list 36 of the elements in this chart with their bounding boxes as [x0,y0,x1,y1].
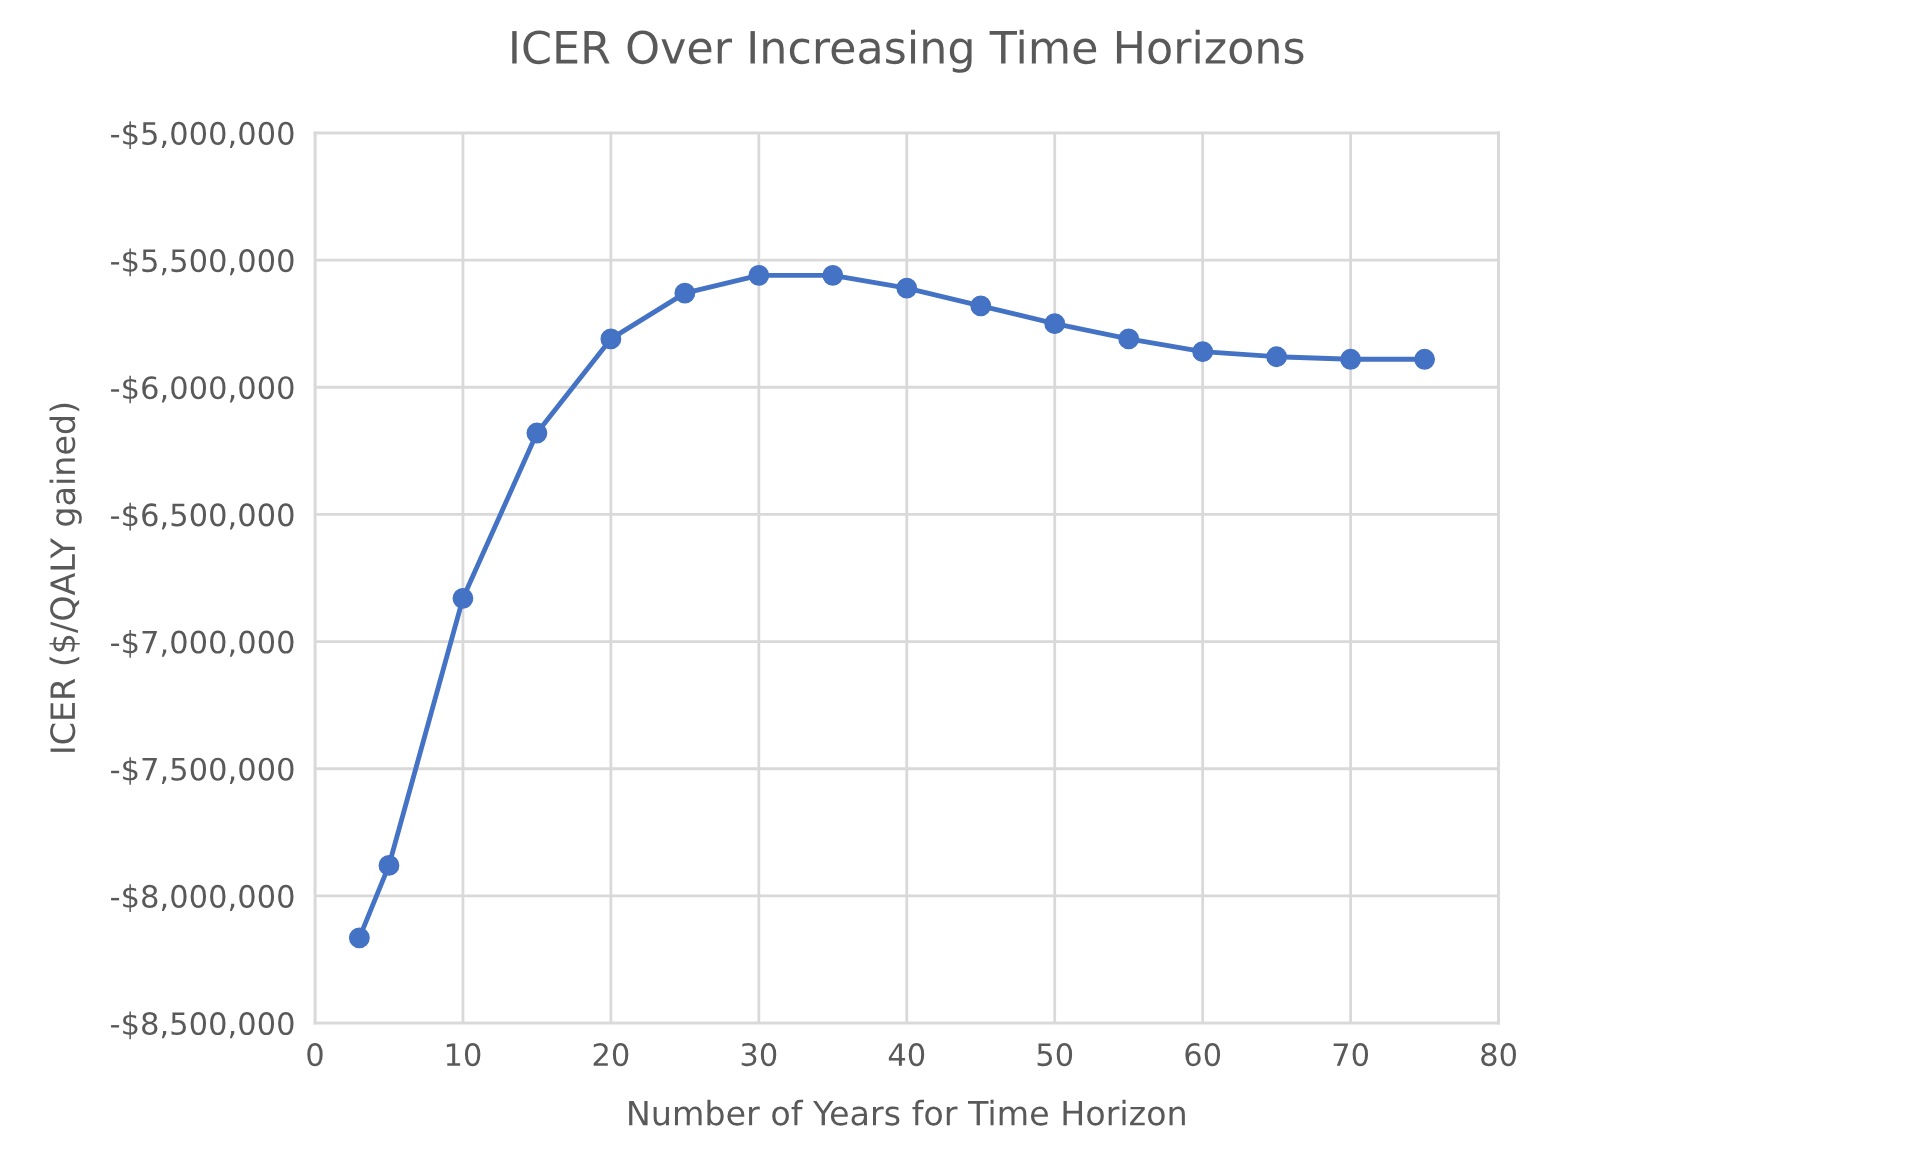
y-tick-label: -$7,500,000 [111,757,294,785]
x-tick-label: 30 [741,1043,777,1067]
point [452,587,474,609]
point [600,328,622,350]
point [1118,328,1140,350]
chart-title: ICER Over Increasing Time Horizons [512,29,1304,73]
point [970,295,992,317]
y-tick-label: -$8,500,000 [111,1011,294,1040]
y-tick-label: -$6,500,000 [111,502,294,531]
point [822,264,844,286]
point [1414,348,1436,370]
x-tick-label: 10 [446,1043,481,1067]
x-tick-label: 80 [1481,1043,1516,1067]
y-tick-label: -$5,000,000 [111,121,294,150]
y-tick-label: -$8,000,000 [111,884,294,912]
y-tick-label: -$6,000,000 [111,375,294,404]
y-axis-title: ICER ($/QALY gained) [49,403,82,752]
point [748,264,770,286]
x-tick-label: 50 [1037,1043,1073,1067]
point [1266,346,1288,368]
y-tick-label: -$7,000,000 [111,629,294,658]
point [526,422,548,444]
x-tick-label: 20 [593,1043,629,1067]
x-tick-label: 40 [888,1043,925,1067]
point [348,927,370,949]
point [1044,313,1066,335]
point [1340,348,1362,370]
point [378,854,400,876]
x-tick-label: 70 [1333,1043,1369,1067]
point [896,277,918,299]
x-axis-title: Number of Years for Time Horizon [629,1099,1185,1126]
point [1192,341,1214,363]
x-tick-label: 60 [1185,1043,1221,1067]
y-tick-label: -$5,500,000 [111,248,294,277]
x-tick-label: 0 [307,1043,323,1067]
point [674,282,696,304]
